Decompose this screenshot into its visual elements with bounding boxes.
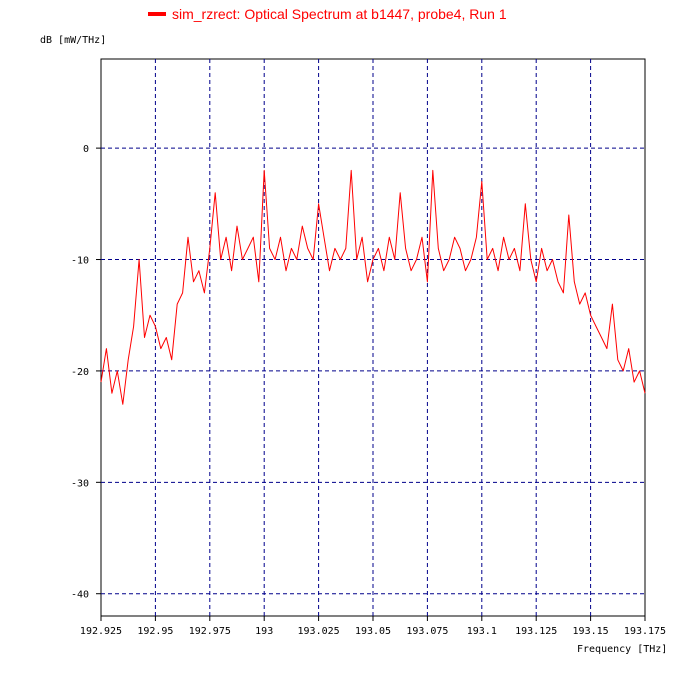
y-tick-label: -20: [71, 367, 89, 378]
y-tick-label: 0: [83, 144, 89, 155]
legend-label: sim_rzrect: Optical Spectrum at b1447, p…: [172, 6, 507, 22]
x-tick-label: 192.95: [137, 626, 173, 637]
x-tick-label: 192.975: [189, 626, 231, 637]
grid: [96, 59, 646, 621]
x-tick-label: 193.125: [515, 626, 557, 637]
x-tick-label: 193.15: [573, 626, 609, 637]
x-tick-label: 192.925: [80, 626, 122, 637]
x-tick-label: 193.175: [624, 626, 666, 637]
y-tick-label: -10: [71, 256, 89, 267]
x-tick-labels: 192.925 192.95 192.975 193 193.025 193.05 193.…: [80, 626, 666, 637]
y-tick-label: -30: [71, 478, 89, 489]
y-tick-label: -40: [71, 590, 89, 601]
y-axis-label: dB [mW/THz]: [40, 35, 106, 46]
y-tick-labels: 0 -10 -20 -30 -40: [71, 144, 89, 601]
spectrum-series-line: [100, 169, 646, 405]
x-axis-label: Frequency [THz]: [577, 644, 667, 655]
x-tick-label: 193.05: [355, 626, 391, 637]
series-layer: [100, 169, 646, 405]
legend: sim_rzrect: Optical Spectrum at b1447, p…: [148, 6, 507, 22]
x-tick-label: 193.1: [467, 626, 497, 637]
x-tick-label: 193.075: [406, 626, 448, 637]
x-tick-label: 193.025: [298, 626, 340, 637]
legend-swatch: [148, 12, 166, 16]
x-tick-label: 193: [255, 626, 273, 637]
